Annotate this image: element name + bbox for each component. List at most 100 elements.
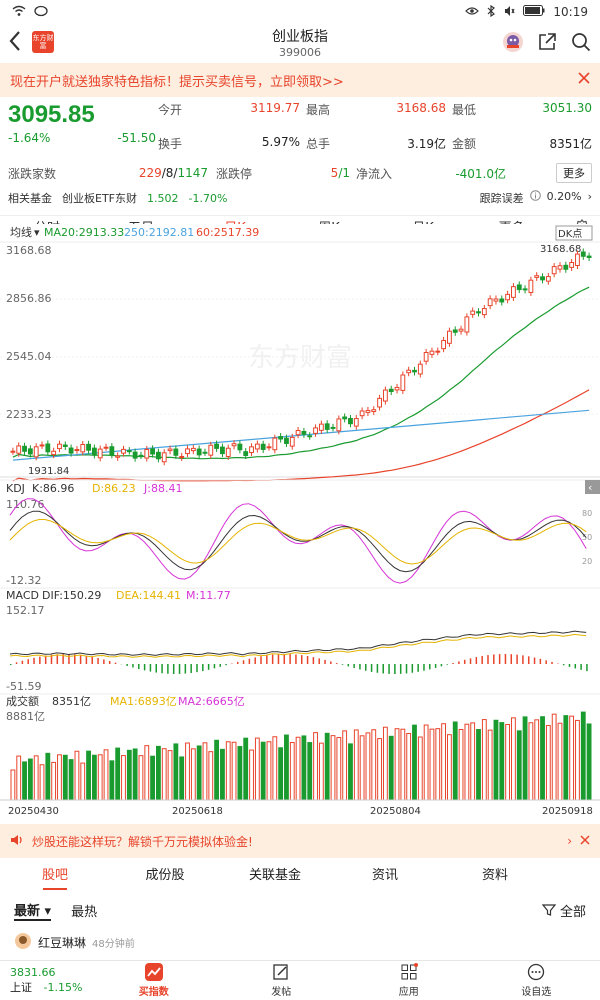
dk-button[interactable] (555, 225, 593, 241)
kdj-level-50: 50 (582, 533, 592, 542)
candle-body (289, 436, 295, 447)
index-name: 上证 (10, 981, 32, 994)
candle-body (161, 452, 167, 463)
tab-related-funds[interactable]: 关联基金 (248, 868, 301, 883)
index-ticker[interactable]: 3831.66 上证 -1.15% (0, 966, 90, 995)
sim-promo-strip[interactable]: 炒股还能这样玩？解锁千万元模拟体验金! › (0, 824, 600, 858)
related-fund-row[interactable]: 相关基金 创业板ETF东财 1.502 -1.70% 跟踪误差 0.20% › (0, 187, 600, 209)
macd-bar (417, 664, 419, 672)
macd-bar (21, 660, 24, 664)
apps-icon (401, 963, 418, 980)
dk-label[interactable]: DK点 (558, 228, 582, 240)
add-favorite-button[interactable]: 设自选 (473, 963, 600, 998)
volume-bar (10, 769, 16, 801)
sort-hot[interactable]: 最热 (71, 904, 98, 920)
volume-bar (377, 738, 382, 801)
macd-bar (85, 655, 88, 664)
macd-bar (202, 664, 204, 672)
chevron-left-icon[interactable]: ‹ (588, 481, 592, 494)
buy-index-button[interactable]: 买指数 (90, 963, 218, 998)
sort-latest[interactable]: 最新 ▾ (14, 900, 52, 921)
macd-bar (266, 655, 268, 664)
candle-body (185, 448, 190, 455)
volume-bar (185, 742, 190, 801)
macd-bar (190, 664, 192, 673)
strip-text[interactable]: 炒股还能这样玩？解锁千万元模拟体验金! (32, 834, 253, 849)
promo-text[interactable]: 现在开户就送独家特色指标！提示买卖信号，立即领取>> (10, 74, 344, 90)
back-icon[interactable] (8, 30, 28, 54)
macd-bar (132, 664, 134, 668)
vol-label[interactable]: 成交额 (6, 694, 39, 708)
macd-bar (376, 664, 379, 673)
close-icon[interactable] (578, 72, 590, 88)
post-preview[interactable]: 红豆琳琳 48分钟前 (0, 932, 600, 953)
macd-label[interactable]: MACD (6, 589, 39, 602)
macd-bar (347, 664, 350, 667)
share-icon[interactable] (536, 31, 558, 53)
avatar-icon[interactable] (502, 31, 524, 53)
trend-icon (144, 963, 163, 981)
kline-chart[interactable]: 东方财富 均线 ▾ MA20:2913.33 250:2192.81 60:25… (0, 224, 600, 818)
more-button[interactable]: 更多 (556, 163, 592, 183)
main-panel: 东方财富 (0, 241, 600, 478)
kdj-label[interactable]: KDJ (6, 482, 25, 495)
candle-body (371, 409, 377, 413)
filter-all[interactable]: 全部 (541, 901, 586, 920)
turnover-label: 换手 (158, 136, 183, 151)
y-tick-1: 3168.68 (6, 244, 52, 257)
turnover-value: 5.97% (261, 134, 300, 149)
ma-label[interactable]: 均线 (10, 225, 32, 239)
macd-bar (527, 656, 530, 664)
tab-guba[interactable]: 股吧 (0, 862, 110, 890)
macd-bar (277, 654, 280, 664)
chevron-right-icon[interactable]: › (567, 834, 572, 848)
volume-bar (225, 741, 231, 801)
fund-name[interactable]: 创业板ETF东财 (62, 192, 137, 205)
ma250-value: 250:2192.81 (124, 226, 194, 239)
ma-dropdown-icon[interactable]: ▾ (34, 226, 40, 239)
volume-bar (528, 722, 534, 801)
candle-body (458, 328, 464, 332)
volume-bar (476, 728, 481, 801)
info-icon[interactable] (529, 190, 541, 206)
post-button[interactable]: 发帖 (218, 963, 346, 998)
candle-body (91, 447, 97, 456)
macd-bar (161, 664, 163, 674)
volume-label: 总手 (306, 136, 331, 151)
candle-body (254, 443, 260, 450)
search-icon[interactable] (570, 31, 592, 53)
candle-body (243, 451, 249, 456)
post-username[interactable]: 红豆琳琳 (38, 936, 87, 950)
speaker-icon (10, 834, 24, 849)
candlesticks (10, 248, 592, 466)
apps-button[interactable]: 应用 (345, 963, 473, 998)
volume-bar (505, 724, 511, 801)
eye-icon (465, 5, 480, 19)
volume-bar (382, 726, 388, 801)
tab-constituents[interactable]: 成份股 (145, 868, 185, 883)
tab-news[interactable]: 资讯 (371, 868, 398, 883)
chevron-right-icon[interactable]: › (587, 190, 592, 203)
tab-profile[interactable]: 资料 (481, 868, 508, 883)
candle-body (295, 430, 301, 436)
collapse-handle[interactable] (585, 480, 600, 494)
candle-body (51, 450, 57, 456)
vol-value: 8351亿 (52, 695, 91, 708)
macd-bar (440, 664, 443, 667)
macd-bar (498, 654, 501, 664)
macd-bar (318, 658, 320, 664)
user-avatar-icon[interactable] (14, 932, 32, 953)
close-icon[interactable] (580, 834, 590, 848)
candle-body (208, 444, 214, 456)
volume-bar (295, 736, 301, 801)
candle-body (225, 447, 231, 457)
candle-body (16, 445, 22, 454)
candle-body (359, 410, 365, 417)
kdj-lines (9, 498, 587, 584)
promo-banner[interactable]: 现在开户就送独家特色指标！提示买卖信号，立即领取>> (0, 63, 600, 97)
date-4: 20250918 (542, 806, 593, 817)
volume-bar (167, 750, 173, 801)
header-actions (502, 31, 592, 53)
volume-bar (202, 742, 208, 801)
candle-body (138, 454, 144, 457)
